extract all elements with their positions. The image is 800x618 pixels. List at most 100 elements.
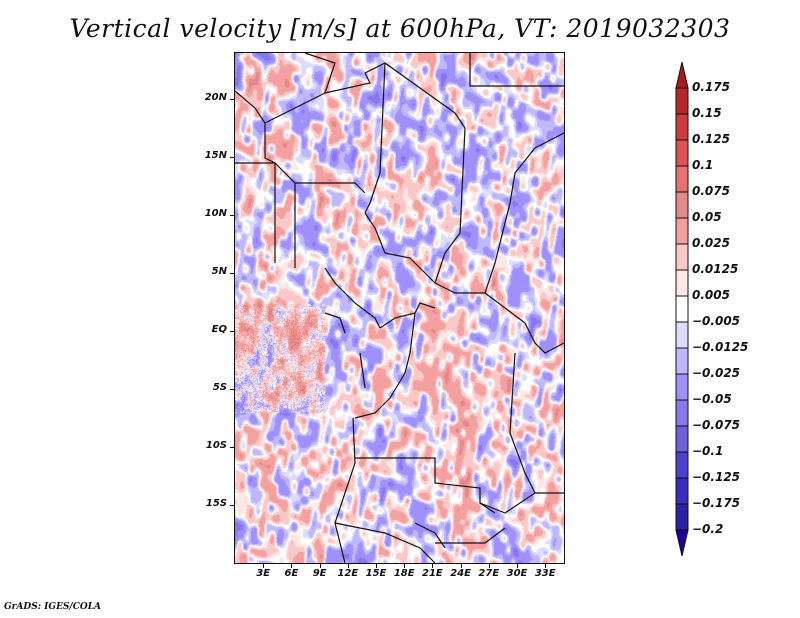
chart-title: Vertical velocity [m/s] at 600hPa, VT: 2…: [69, 14, 731, 43]
colorbar-box: [675, 217, 689, 245]
vertical-velocity-field: [235, 53, 564, 563]
colorbar-label: 0.05: [692, 210, 722, 224]
colorbar-box: [675, 477, 689, 505]
border-line: [324, 312, 346, 334]
x-tick-label: 27E: [478, 568, 500, 579]
x-tick-label: 21E: [422, 568, 443, 579]
colorbar-box: [675, 425, 689, 453]
x-tick-label: 24E: [450, 568, 471, 579]
x-tick: [319, 563, 321, 568]
colorbar-label: −0.175: [692, 496, 741, 510]
y-tick-label: 15N: [204, 150, 227, 162]
colorbar-box: [675, 399, 689, 427]
border-line: [359, 352, 366, 389]
x-tick-label: 18E: [393, 568, 415, 579]
y-tick: [230, 447, 235, 449]
border-line: [324, 267, 381, 329]
colorbar-box: [675, 347, 689, 375]
border-line: [364, 212, 386, 254]
colorbar-label: 0.1: [692, 158, 714, 172]
x-tick: [460, 563, 462, 568]
x-tick: [376, 563, 377, 568]
colorbar-label: −0.125: [692, 470, 741, 484]
border-line: [469, 53, 564, 87]
x-tick: [545, 563, 547, 568]
map-plot-area: [235, 53, 564, 563]
x-tick: [347, 563, 349, 568]
border-line: [324, 72, 371, 94]
colorbar-box: [675, 451, 689, 479]
colorbar-label: 0.0125: [692, 262, 739, 276]
border-line: [354, 312, 416, 419]
border-line: [364, 62, 466, 129]
colorbar-box: [675, 191, 689, 219]
colorbar-extend-min: [675, 529, 689, 557]
border-line: [235, 90, 276, 164]
colorbar-box: [675, 321, 689, 349]
border-line: [509, 352, 536, 494]
border-line: [484, 132, 564, 294]
colorbar-label: −0.1: [692, 444, 724, 458]
y-tick: [230, 389, 235, 391]
colorbar-box: [675, 503, 689, 531]
y-tick-label: 10N: [204, 208, 227, 220]
colorbar-label: −0.0125: [692, 340, 749, 354]
y-tick-label: 10S: [205, 440, 227, 452]
x-tick-label: 3E: [256, 568, 271, 579]
colorbar-label: −0.025: [692, 366, 741, 380]
y-tick-label: 20N: [204, 92, 227, 104]
border-line: [355, 457, 496, 514]
colorbar-label: −0.005: [692, 314, 741, 328]
border-line: [479, 492, 564, 514]
colorbar-box: [675, 243, 689, 271]
x-tick: [488, 563, 490, 568]
x-tick-label: 12E: [337, 568, 359, 579]
colorbar-label: 0.005: [692, 288, 730, 302]
colorbar-label: −0.2: [692, 522, 724, 536]
y-tick: [230, 273, 235, 275]
border-line: [334, 417, 356, 563]
x-tick-label: 33E: [534, 568, 556, 579]
colorbar-box: [675, 113, 689, 141]
border-line: [364, 62, 386, 214]
border-line: [524, 322, 564, 354]
colorbar-box: [675, 269, 689, 297]
colorbar-box: [675, 87, 689, 115]
colorbar-box: [675, 165, 689, 193]
grads-credit: GrADS: IGES/COLA: [4, 602, 102, 612]
border-line: [434, 282, 526, 324]
x-tick: [291, 563, 293, 568]
y-tick: [230, 215, 235, 217]
colorbar-label: −0.075: [692, 418, 741, 432]
colorbar: [675, 61, 689, 557]
x-tick: [432, 563, 434, 568]
border-line: [435, 527, 506, 544]
border-line: [384, 252, 436, 284]
y-tick: [230, 505, 235, 507]
colorbar-label: 0.075: [692, 184, 730, 198]
x-tick: [263, 563, 265, 568]
colorbar-extend-max: [675, 61, 689, 89]
colorbar-label: 0.175: [692, 80, 730, 94]
x-tick-label: 30E: [506, 568, 528, 579]
country-borders: [235, 53, 564, 563]
x-tick: [517, 563, 518, 568]
y-tick: [230, 99, 235, 101]
colorbar-label: 0.15: [692, 106, 722, 120]
colorbar-label: 0.125: [692, 132, 730, 146]
x-tick-label: 6E: [284, 568, 299, 579]
y-tick-label: 5S: [212, 382, 227, 394]
y-tick-label: 15S: [205, 498, 227, 510]
border-line: [235, 162, 366, 194]
x-tick-label: 15E: [365, 568, 387, 579]
border-line: [434, 127, 466, 284]
y-tick: [230, 157, 235, 159]
colorbar-label: 0.025: [692, 236, 730, 250]
border-line: [334, 522, 436, 563]
x-tick-label: 9E: [312, 568, 327, 579]
y-tick-label: 5N: [211, 266, 227, 278]
border-line: [264, 53, 336, 124]
colorbar-box: [675, 373, 689, 401]
border-line: [379, 302, 436, 329]
colorbar-box: [675, 295, 689, 323]
